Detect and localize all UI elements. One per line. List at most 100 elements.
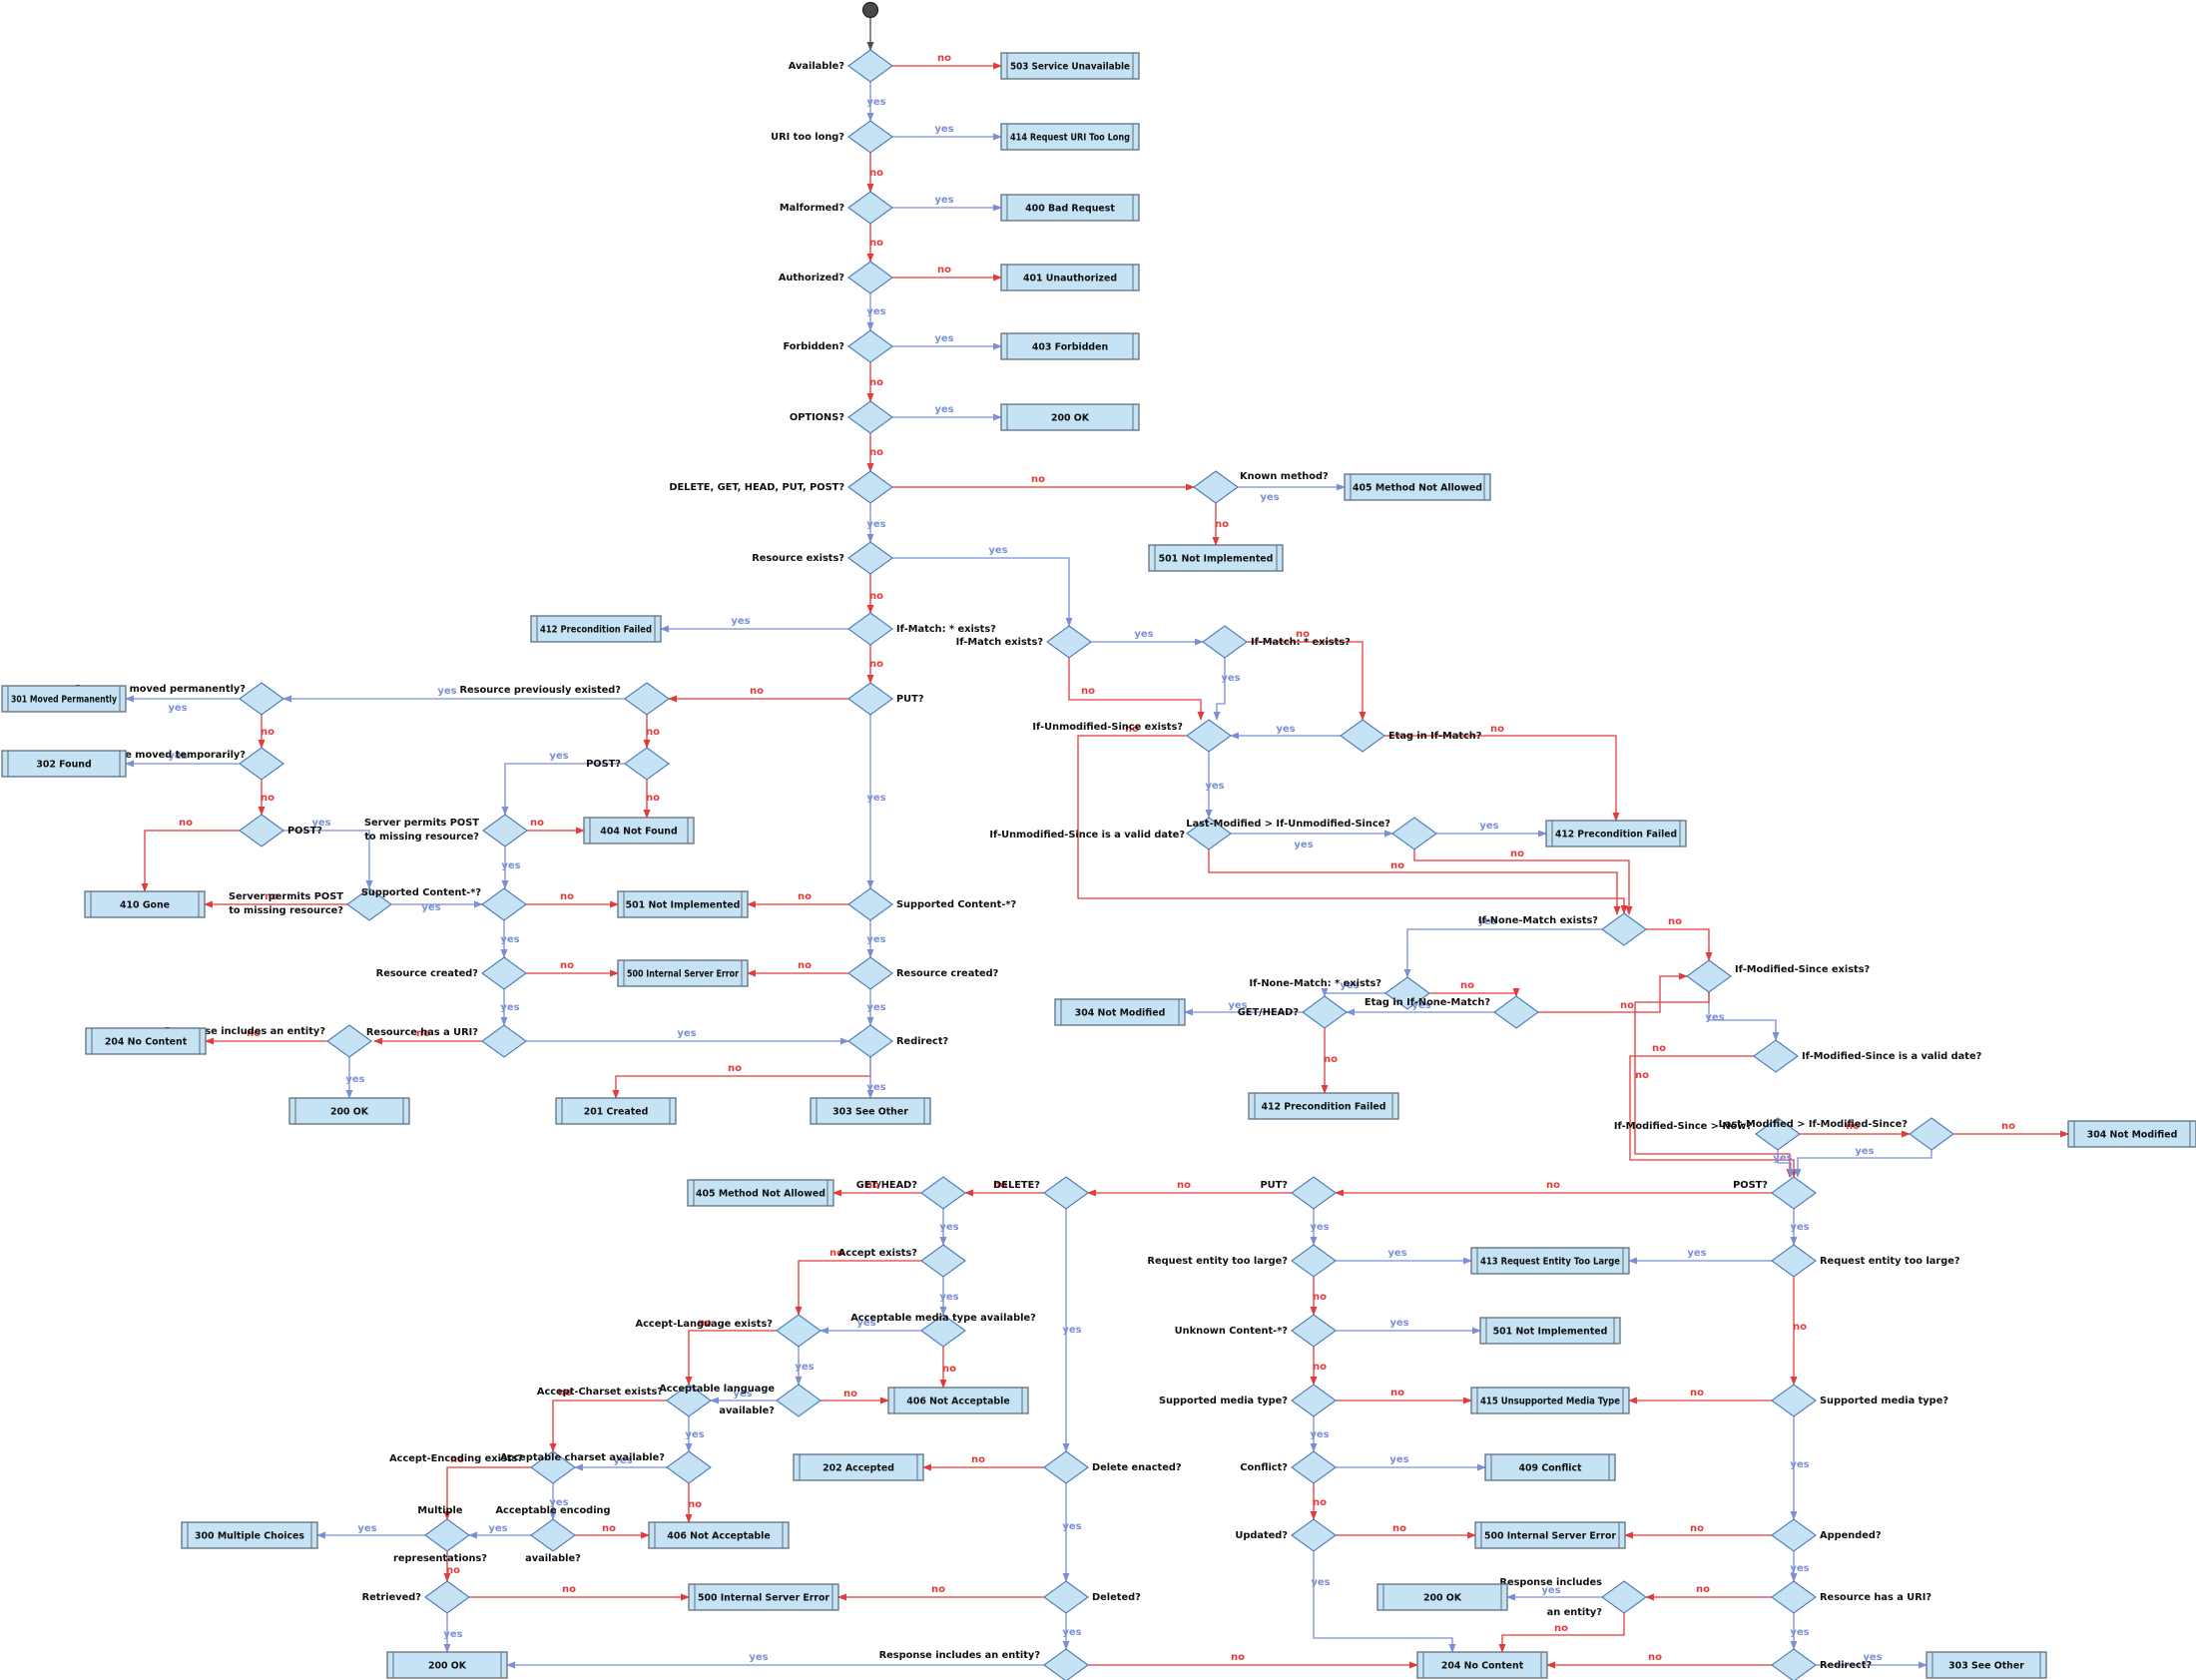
flow-edge-105: no: [668, 686, 848, 703]
flow-edge-44: no: [1800, 1121, 1911, 1138]
flow-edge-45: yes: [1773, 1150, 1795, 1178]
svg-text:POST?: POST?: [287, 826, 322, 837]
svg-text:no: no: [1324, 1054, 1338, 1065]
svg-text:yes: yes: [731, 616, 750, 627]
svg-text:Supported media type?: Supported media type?: [1820, 1396, 1948, 1406]
flow-edge-24: no: [1247, 629, 1367, 721]
decision-supported-media-type-left: Supported media type?: [1159, 1384, 1337, 1417]
flow-edge-16: yes: [866, 503, 886, 543]
svg-text:no: no: [265, 891, 278, 902]
status-box-403-forbidden: 403 Forbidden: [1000, 332, 1140, 360]
svg-text:401 Unauthorized: 401 Unauthorized: [1023, 273, 1117, 283]
flow-edge-64: yes: [685, 1416, 705, 1452]
svg-text:yes: yes: [1134, 629, 1153, 640]
svg-text:POST?: POST?: [1733, 1180, 1768, 1191]
flow-edge-11: yes: [892, 404, 1002, 421]
svg-text:to missing resource?: to missing resource?: [229, 905, 343, 916]
svg-text:Resource moved temporarily?: Resource moved temporarily?: [81, 750, 246, 761]
status-box-301-moved-permanently: 301 Moved Permanently: [1, 685, 127, 713]
svg-text:Supported Content-*?: Supported Content-*?: [896, 899, 1016, 910]
flow-edge-17: no: [866, 574, 883, 614]
decision-request-entity-too-large-right: Request entity too large?: [1771, 1244, 1960, 1278]
svg-text:no: no: [942, 1364, 956, 1375]
svg-text:Acceptable charset available?: Acceptable charset available?: [500, 1452, 665, 1463]
decision-accept-language-exists: Accept-Language exists?: [636, 1314, 822, 1348]
svg-text:204 No Content: 204 No Content: [105, 1036, 188, 1047]
flow-edge-92: yes: [1628, 1248, 1772, 1265]
status-box-200-ok-bottom-right: 200 OK: [1376, 1583, 1508, 1611]
decision-accept-encoding-exists: Accept-Encoding exists?: [389, 1450, 576, 1484]
svg-text:yes: yes: [939, 1222, 958, 1233]
decision-retrieved: Retrieved?: [362, 1580, 470, 1614]
flow-edge-128: yes: [526, 1028, 849, 1045]
flow-edge-10: no: [866, 362, 883, 402]
flow-edge-89: no: [1310, 1483, 1327, 1520]
svg-text:yes: yes: [345, 1074, 364, 1085]
svg-text:yes: yes: [500, 934, 519, 945]
svg-text:413 Request Entity Too Large: 413 Request Entity Too Large: [1480, 1256, 1620, 1267]
svg-text:no: no: [530, 818, 544, 829]
status-box-500-internal-server-error-bottom: 500 Internal Server Error: [688, 1583, 839, 1611]
status-box-200-ok-bottom-left: 200 OK: [386, 1651, 508, 1679]
svg-text:no: no: [1460, 980, 1474, 991]
svg-text:no: no: [1031, 474, 1045, 485]
decision-if-match-exists: If-Match exists?: [956, 625, 1092, 659]
status-box-412-precondition-failed-bottom: 412 Precondition Failed: [1248, 1092, 1399, 1120]
flow-edge-76: no: [837, 1584, 1044, 1601]
svg-text:no: no: [602, 1523, 616, 1534]
decision-server-permits-post-lower: Server permits POST to missing resource?: [229, 887, 392, 921]
decision-delete-enacted: Delete enacted?: [1043, 1450, 1182, 1484]
svg-text:If-Unmodified-Since exists?: If-Unmodified-Since exists?: [1032, 722, 1183, 733]
flow-edge-123: yes: [500, 989, 520, 1026]
svg-text:406 Not Acceptable: 406 Not Acceptable: [667, 1530, 770, 1541]
svg-text:yes: yes: [934, 195, 953, 206]
status-box-414-request-uri-too-long: 414 Request URI Too Long: [1000, 123, 1140, 151]
flow-edge-87: yes: [1310, 1416, 1330, 1452]
svg-text:500 Internal Server Error: 500 Internal Server Error: [698, 1592, 829, 1603]
status-box-200-ok-options: 200 OK: [1000, 403, 1140, 431]
svg-text:Forbidden?: Forbidden?: [783, 341, 844, 352]
svg-text:If-Modified-Since exists?: If-Modified-Since exists?: [1735, 964, 1871, 975]
flow-edge-30: no: [1208, 849, 1621, 915]
svg-text:no: no: [1390, 1388, 1404, 1399]
decision-known-methods: DELETE, GET, HEAD, PUT, POST?: [669, 470, 893, 504]
decision-response-includes-entity-right: Response includes an entity?: [1499, 1577, 1647, 1618]
svg-text:no: no: [869, 377, 883, 388]
decision-response-includes-entity-left: Response includes an entity?: [165, 1024, 372, 1058]
status-box-201-created: 201 Created: [555, 1097, 677, 1125]
svg-text:201 Created: 201 Created: [584, 1106, 649, 1117]
flow-edge-127: yes: [866, 989, 886, 1026]
svg-text:Etag in If-Match?: Etag in If-Match?: [1388, 731, 1482, 742]
svg-text:no: no: [1554, 1623, 1568, 1634]
svg-text:yes: yes: [1205, 781, 1224, 792]
decision-moved-permanently: Resource moved permanently?: [75, 682, 284, 716]
flow-edge-93: no: [1790, 1277, 1807, 1386]
svg-text:415 Unsupported Media Type: 415 Unsupported Media Type: [1480, 1396, 1620, 1406]
decision-supported-content-right: Supported Content-*?: [847, 887, 1016, 921]
svg-text:no: no: [1635, 1070, 1649, 1081]
svg-text:302 Found: 302 Found: [36, 759, 91, 770]
svg-text:Response includes an entity?: Response includes an entity?: [165, 1026, 326, 1037]
decision-available: Available?: [789, 49, 893, 83]
svg-text:410 Gone: 410 Gone: [120, 899, 170, 910]
svg-text:406 Not Acceptable: 406 Not Acceptable: [906, 1396, 1009, 1406]
svg-text:yes: yes: [1705, 1012, 1724, 1023]
svg-text:Redirect?: Redirect?: [1820, 1660, 1873, 1671]
status-box-500-internal-server-error-put: 500 Internal Server Error: [1474, 1521, 1626, 1549]
flow-edge-109: no: [258, 715, 274, 749]
status-box-304-not-modified-left: 304 Not Modified: [1054, 998, 1186, 1026]
svg-text:Resource has a URI?: Resource has a URI?: [1820, 1592, 1931, 1603]
svg-text:no: no: [869, 447, 883, 458]
svg-text:no: no: [869, 168, 883, 179]
svg-text:501 Not Implemented: 501 Not Implemented: [626, 899, 741, 910]
svg-text:Supported media type?: Supported media type?: [1159, 1396, 1288, 1406]
decision-acceptable-language: Acceptable language available?: [659, 1384, 822, 1417]
svg-text:no: no: [1125, 724, 1139, 735]
svg-text:Request entity too large?: Request entity too large?: [1820, 1256, 1960, 1267]
flow-edge-104: yes: [866, 715, 886, 889]
svg-text:no: no: [688, 1499, 702, 1510]
decision-redirect-bottom: Redirect?: [1771, 1648, 1873, 1680]
svg-text:yes: yes: [1062, 1627, 1081, 1638]
flow-edge-72: yes: [316, 1523, 425, 1539]
